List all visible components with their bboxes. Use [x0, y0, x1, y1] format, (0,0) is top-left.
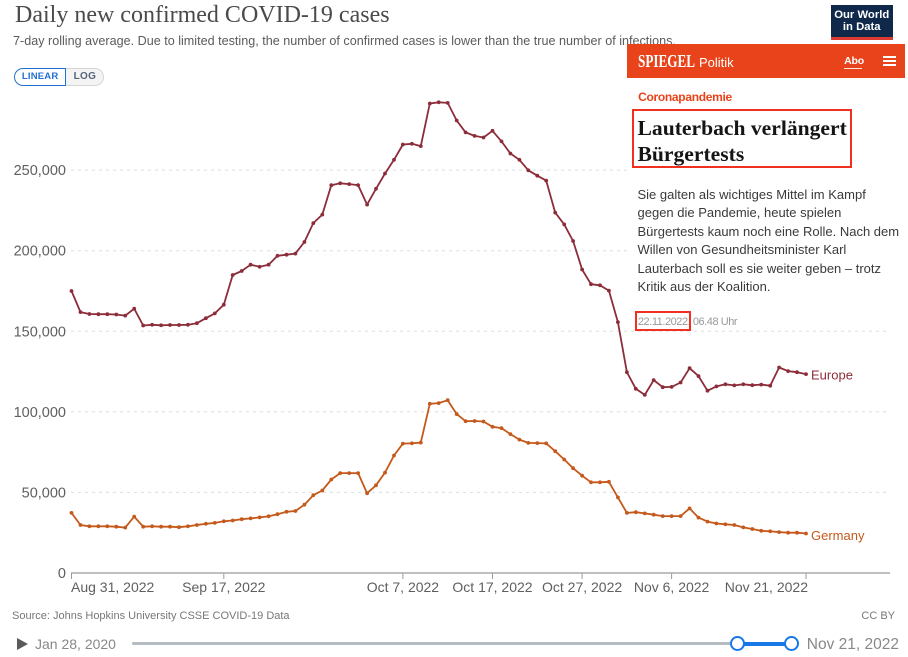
svg-text:Aug 31, 2022: Aug 31, 2022 [71, 579, 155, 595]
svg-text:100,000: 100,000 [14, 405, 66, 421]
svg-text:0: 0 [58, 566, 66, 582]
svg-text:50,000: 50,000 [22, 485, 66, 501]
svg-text:250,000: 250,000 [14, 163, 66, 179]
svg-text:Nov 21, 2022: Nov 21, 2022 [725, 579, 808, 595]
svg-text:Germany: Germany [811, 528, 865, 543]
svg-text:Oct 7, 2022: Oct 7, 2022 [367, 579, 440, 595]
svg-text:Oct 27, 2022: Oct 27, 2022 [542, 579, 622, 595]
svg-text:Europe: Europe [811, 368, 853, 383]
svg-text:200,000: 200,000 [14, 244, 66, 260]
svg-text:Nov 6, 2022: Nov 6, 2022 [634, 579, 710, 595]
svg-text:150,000: 150,000 [14, 324, 66, 340]
svg-text:Oct 17, 2022: Oct 17, 2022 [452, 579, 532, 595]
svg-text:Sep 17, 2022: Sep 17, 2022 [182, 579, 266, 595]
